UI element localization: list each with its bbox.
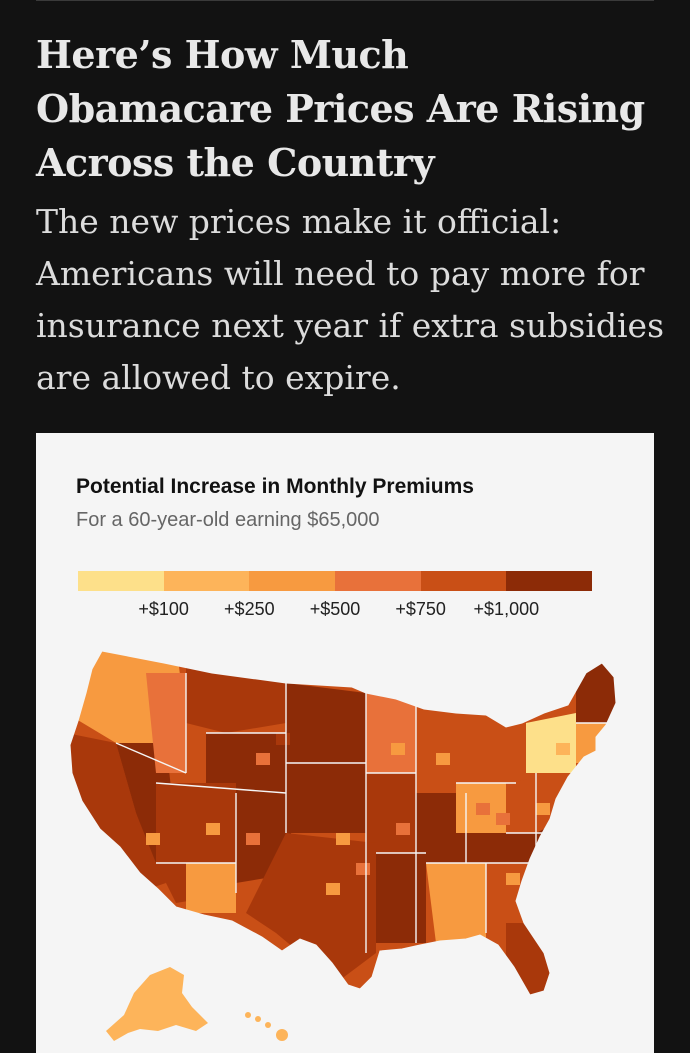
map-county-patch	[536, 803, 550, 815]
legend-label: +$750	[395, 599, 446, 619]
map-county-patch	[391, 743, 405, 755]
legend-swatch	[420, 571, 507, 591]
map-county-patch	[396, 823, 410, 835]
map-region	[466, 833, 536, 863]
map-region	[186, 863, 236, 913]
map-county-patch	[336, 833, 350, 845]
legend-swatch	[506, 571, 593, 591]
map-county-patch	[436, 753, 450, 765]
map-region	[366, 773, 416, 853]
legend-label: +$100	[138, 599, 189, 619]
map-county-patch	[246, 833, 260, 845]
map-region	[206, 733, 286, 793]
map-region	[286, 683, 366, 833]
map-region	[506, 923, 556, 995]
map-county-patch	[276, 733, 290, 745]
legend-labels: +$100 +$250 +$500 +$750 +$1,000	[78, 599, 592, 625]
map-region	[146, 673, 186, 773]
article-dek: The new prices make it official: America…	[36, 202, 664, 397]
map-card: Potential Increase in Monthly Premiums F…	[36, 433, 654, 1053]
map-county-patch	[476, 803, 490, 815]
map-county-patch	[506, 873, 520, 885]
map-regions	[70, 651, 616, 995]
map-region	[456, 723, 496, 783]
legend-swatch	[249, 571, 336, 591]
map-outline	[69, 650, 617, 996]
map-region	[376, 853, 426, 943]
map-region	[426, 863, 486, 943]
map-region	[186, 651, 286, 733]
map-county-patch	[206, 823, 220, 835]
map-region	[526, 713, 576, 773]
map-region	[70, 733, 166, 893]
color-legend	[78, 571, 593, 591]
map-county-patch	[326, 883, 340, 895]
map-county-patch	[356, 863, 370, 875]
legend-label: +$250	[224, 599, 275, 619]
map-title: Potential Increase in Monthly Premiums	[76, 475, 474, 498]
map-region	[246, 833, 376, 983]
legend-label: +$1,000	[473, 599, 540, 619]
map-county-patch	[496, 813, 510, 825]
legend-label: +$500	[309, 599, 361, 619]
state-border	[155, 782, 287, 794]
map-county-patch	[146, 833, 160, 845]
state-border	[115, 742, 187, 774]
article-headline: Here’s How Much Obamacare Prices Are Ris…	[36, 32, 645, 185]
legend-swatch	[163, 571, 250, 591]
map-state-borders	[115, 673, 616, 953]
map-region	[366, 693, 416, 773]
map-alaska	[106, 967, 208, 1041]
map-county-patch	[556, 743, 570, 755]
legend-swatch	[335, 571, 421, 591]
map-county-patch	[256, 753, 270, 765]
us-premium-map	[69, 650, 617, 1041]
map-region	[576, 653, 616, 723]
legend-swatch	[78, 571, 164, 591]
map-region	[416, 793, 466, 863]
top-divider	[36, 0, 654, 1]
map-hawaii	[245, 1012, 288, 1041]
map-subtitle: For a 60-year-old earning $65,000	[76, 509, 380, 531]
